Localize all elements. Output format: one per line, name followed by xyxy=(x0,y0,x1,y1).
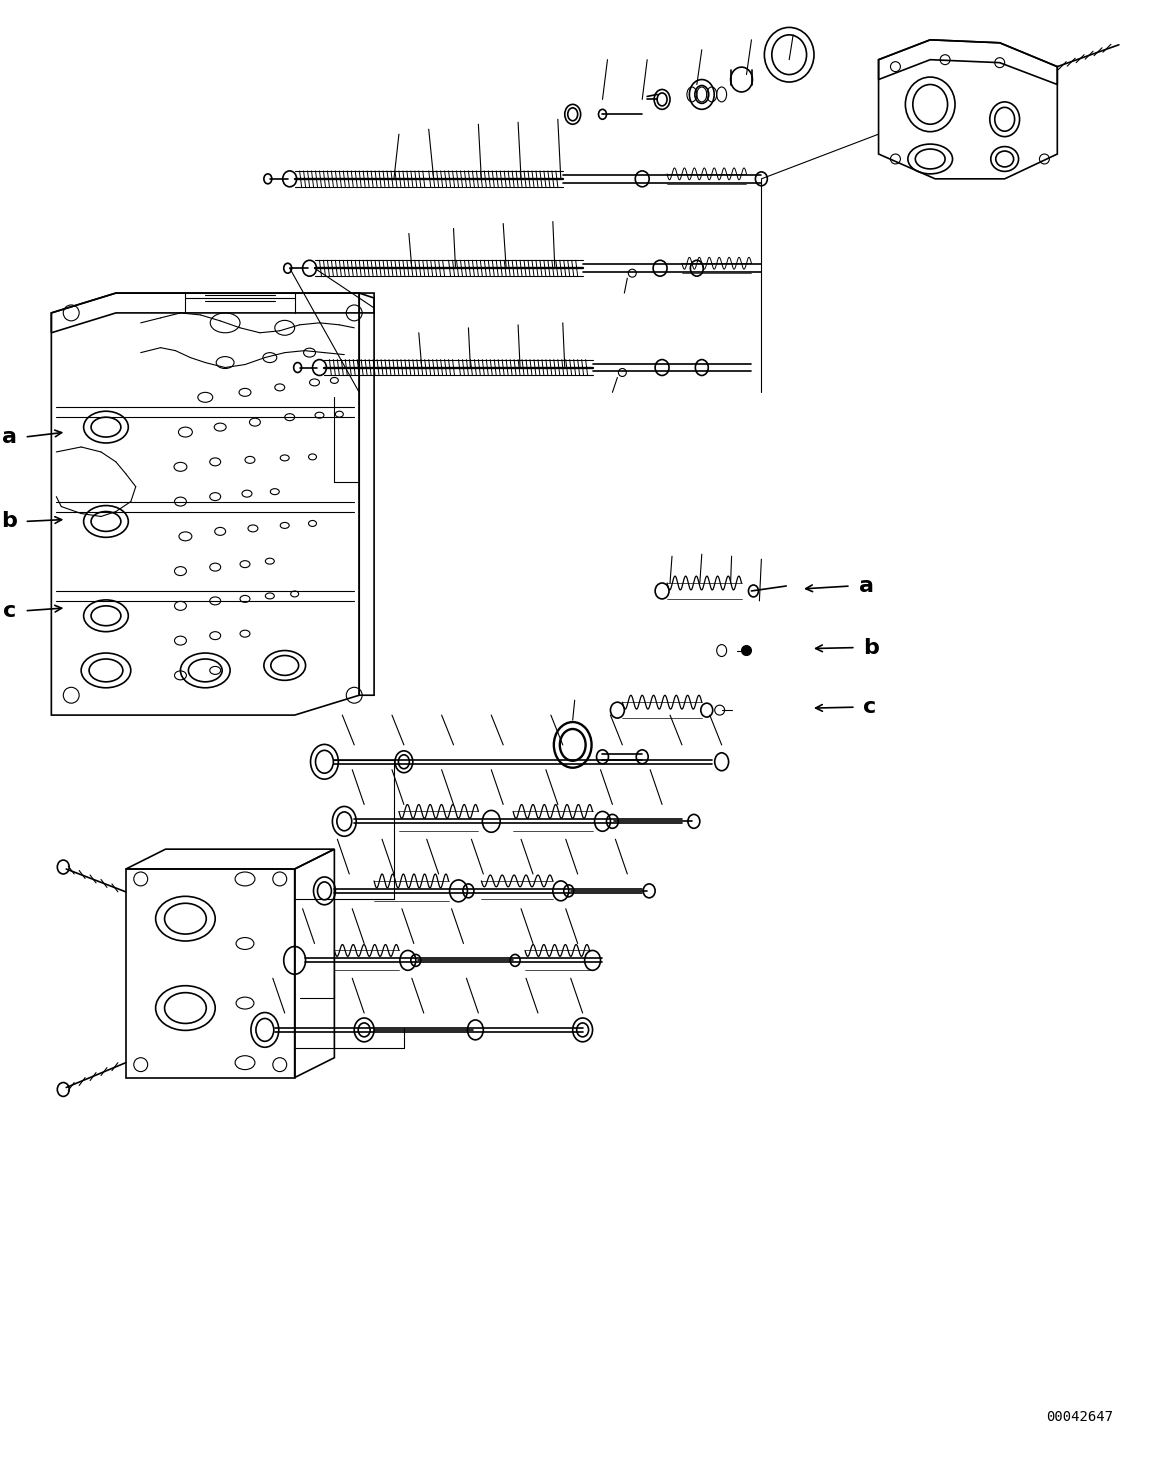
Text: b: b xyxy=(1,511,16,532)
Text: a: a xyxy=(1,427,16,447)
Text: c: c xyxy=(3,600,16,621)
Text: b: b xyxy=(862,638,879,657)
Circle shape xyxy=(742,645,751,656)
Text: 00042647: 00042647 xyxy=(1045,1410,1113,1423)
Text: a: a xyxy=(859,576,874,596)
Text: c: c xyxy=(862,696,876,717)
